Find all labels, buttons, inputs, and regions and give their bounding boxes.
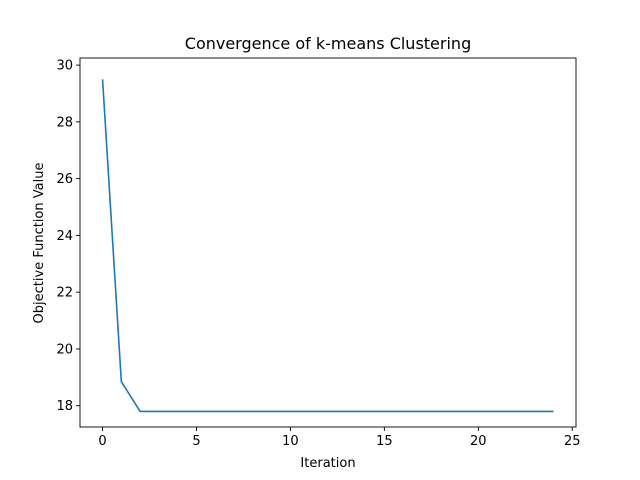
y-tick-label-30: 30: [56, 59, 73, 74]
y-axis-label: Objective Function Value: [32, 163, 47, 324]
x-tick-label-25: 25: [564, 434, 581, 449]
x-tick-label-0: 0: [98, 434, 106, 449]
x-tick-label-20: 20: [470, 434, 487, 449]
y-tick-label-26: 26: [56, 172, 73, 187]
x-axis-label: Iteration: [300, 456, 355, 471]
y-tick-label-18: 18: [56, 399, 73, 414]
axes-frame: [79, 57, 577, 428]
plot-area: 0 5 10 15 20 25 18 20 22 24 26 28 30: [56, 57, 581, 449]
y-tick-label-28: 28: [56, 115, 73, 130]
x-tick-label-5: 5: [192, 434, 200, 449]
series-line-0: [101, 79, 554, 413]
y-tick-label-20: 20: [56, 342, 73, 357]
x-tick-label-15: 15: [376, 434, 393, 449]
y-tick-label-24: 24: [56, 229, 73, 244]
y-tick-label-22: 22: [56, 286, 73, 301]
x-tick-label-10: 10: [282, 434, 299, 449]
chart-title: Convergence of k-means Clustering: [185, 34, 471, 53]
